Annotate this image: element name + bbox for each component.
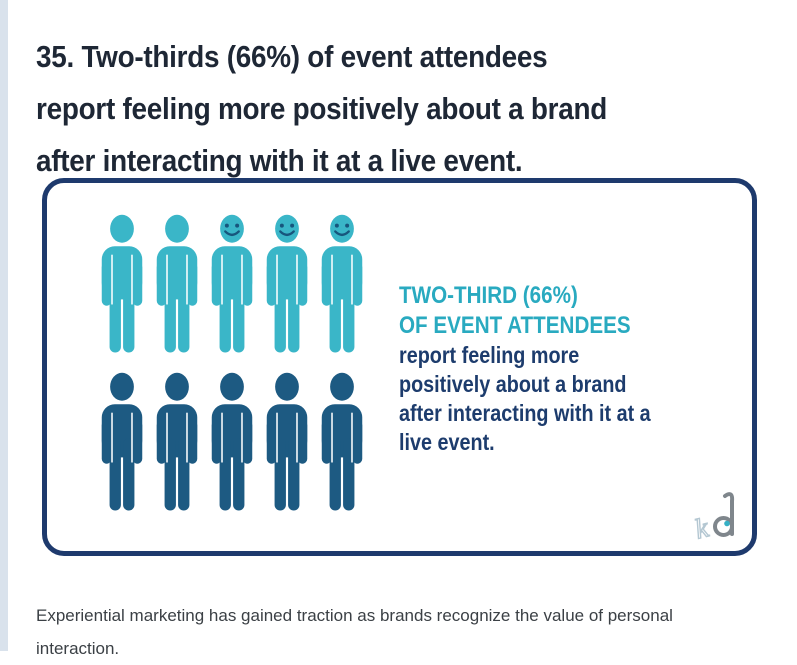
caption-line: Experiential marketing has gained tracti…: [36, 606, 673, 625]
body-line: after interacting with it at a: [399, 400, 651, 426]
svg-text:k: k: [694, 512, 712, 543]
infographic-card: TWO-THIRD (66%) OF EVENT ATTENDEES report…: [42, 178, 757, 556]
page-left-edge-strip: [0, 0, 8, 651]
body-line: report feeling more: [399, 342, 580, 368]
person-icon: [101, 214, 143, 353]
page-title: 35. Two-thirds (66%) of event attendees r…: [36, 31, 711, 187]
body-line: positively about a brand: [399, 371, 627, 397]
person-icon: [321, 372, 363, 511]
page-title-line: report feeling more positively about a b…: [36, 90, 608, 126]
person-icon: [266, 372, 308, 511]
person-icon: [101, 372, 143, 511]
figure-row: [95, 210, 369, 360]
figure-row: [95, 368, 369, 518]
caption-line: interaction.: [36, 639, 120, 658]
figure-grid: [95, 210, 369, 518]
caption-paragraph: Experiential marketing has gained tracti…: [36, 599, 766, 665]
infographic-text-block: TWO-THIRD (66%) OF EVENT ATTENDEES report…: [399, 281, 743, 457]
person-icon: [211, 372, 253, 511]
kd-logo-icon: k: [694, 492, 735, 543]
person-icon: [156, 214, 198, 353]
page-title-line: after interacting with it at a live even…: [36, 142, 523, 178]
body-line: live event.: [399, 429, 495, 455]
highlight-line: OF EVENT ATTENDEES: [399, 312, 631, 339]
infographic-highlight: TWO-THIRD (66%) OF EVENT ATTENDEES: [399, 281, 743, 341]
person-smiley-icon: [211, 214, 253, 353]
person-icon: [156, 372, 198, 511]
person-smiley-icon: [321, 214, 363, 353]
page-title-line: 35. Two-thirds (66%) of event attendees: [36, 38, 548, 74]
highlight-line: TWO-THIRD (66%): [399, 282, 578, 309]
infographic-body: report feeling more positively about a br…: [399, 341, 743, 457]
person-smiley-icon: [266, 214, 308, 353]
